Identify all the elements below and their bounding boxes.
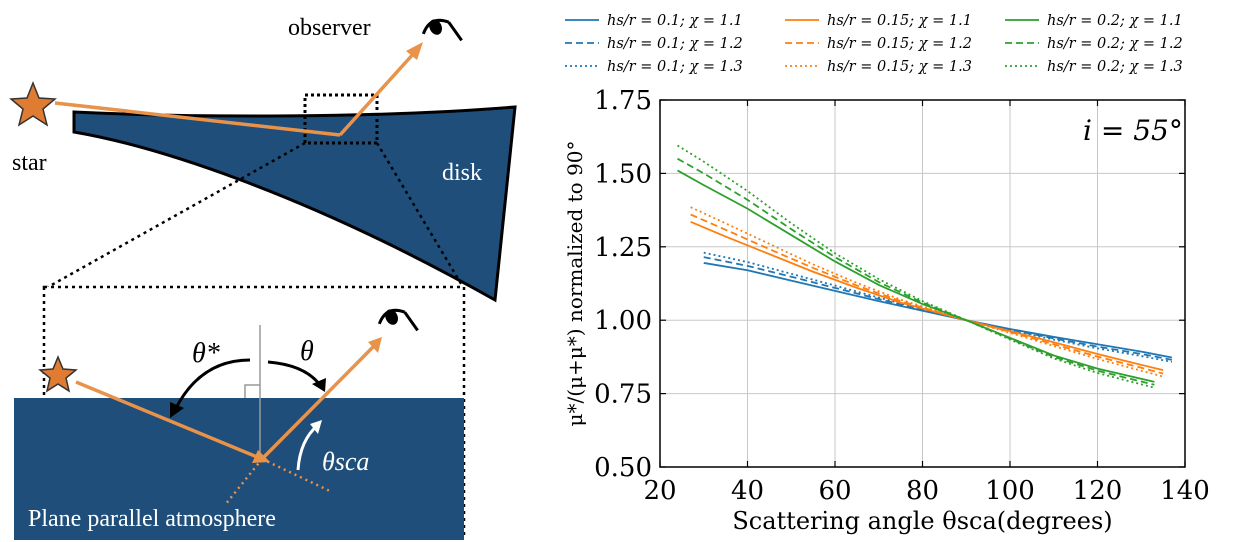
y-tick-label: 0.50 — [594, 453, 652, 483]
series-line — [690, 213, 1164, 375]
observer-label: observer — [288, 15, 371, 41]
star-label: star — [12, 150, 47, 176]
legend-label: hs/r = 0.2; χ = 1.1 — [1047, 13, 1183, 29]
y-tick-label: 0.75 — [594, 380, 652, 410]
x-tick-label: 80 — [906, 476, 939, 506]
star-icon — [9, 80, 57, 127]
incident-arrowhead — [252, 450, 270, 463]
theta-label: θ — [300, 336, 314, 367]
legend-label: hs/r = 0.2; χ = 1.3 — [1047, 59, 1183, 75]
scattered-ray — [260, 343, 377, 461]
chart-legend: hs/r = 0.1; χ = 1.1 hs/r = 0.1; χ = 1.2 hs… — [565, 13, 1183, 75]
y-tick-label: 1.50 — [594, 159, 652, 189]
series-line — [677, 144, 1155, 389]
series-line — [690, 221, 1164, 371]
right-angle-marker — [244, 384, 260, 398]
atmosphere-layer — [14, 398, 464, 540]
forward-extension — [261, 457, 333, 494]
legend-label: hs/r = 0.1; χ = 1.2 — [607, 36, 743, 52]
theta-star-arrowhead — [170, 402, 184, 418]
scattering-geometry-diagram: disk star observer Plane parallel atmosp… — [9, 15, 517, 540]
eye-icon — [421, 18, 463, 42]
y-tick-label: 1.00 — [594, 306, 652, 336]
incident-ray — [75, 380, 263, 461]
x-tick-label: 100 — [985, 476, 1035, 506]
x-tick-label: 20 — [643, 476, 676, 506]
theta-star-label: θ* — [192, 338, 220, 369]
legend-label: hs/r = 0.15; χ = 1.2 — [827, 36, 972, 52]
chart-ticks: 20 40 60 80 100 120 140 0.50 0.75 1.00 1.25 1.50 1.7… — [594, 86, 1210, 506]
y-axis-label: μ*/(μ+μ*) normalized to 90° — [563, 140, 587, 426]
chart-grid — [659, 99, 1186, 468]
normalized-scattering-chart: hs/r = 0.1; χ = 1.1 hs/r = 0.1; χ = 1.2 hs… — [563, 13, 1210, 535]
scattered-arrowhead-top — [406, 42, 423, 60]
theta-arrowhead — [312, 378, 326, 392]
disk-shape — [72, 105, 517, 303]
star-icon — [38, 355, 78, 393]
x-tick-label: 40 — [731, 476, 764, 506]
x-axis-label: Scattering angle θsca(degrees) — [732, 507, 1112, 535]
zoom-box — [303, 93, 379, 145]
inclination-annotation: i = 55° — [1083, 114, 1183, 147]
eye-icon — [377, 308, 419, 332]
backward-extension — [224, 458, 263, 506]
theta-sca-arrowhead — [310, 420, 322, 434]
legend-label: hs/r = 0.2; χ = 1.2 — [1047, 36, 1183, 52]
theta-sca-label: θsca — [322, 447, 369, 476]
atmosphere-label: Plane parallel atmosphere — [28, 506, 276, 532]
disk-label: disk — [442, 160, 482, 186]
x-tick-label: 120 — [1073, 476, 1123, 506]
theta-star-arc — [173, 358, 251, 411]
scattered-arrowhead — [368, 337, 382, 353]
legend-label: hs/r = 0.15; χ = 1.3 — [827, 59, 972, 75]
legend-label: hs/r = 0.15; χ = 1.1 — [827, 13, 972, 29]
y-tick-label: 1.75 — [594, 86, 652, 116]
incident-ray-top — [54, 101, 341, 137]
legend-label: hs/r = 0.1; χ = 1.3 — [607, 59, 743, 75]
x-tick-label: 60 — [818, 476, 851, 506]
y-tick-label: 1.25 — [594, 233, 652, 263]
zoom-line-left — [47, 141, 306, 289]
series-line — [677, 157, 1155, 386]
chart-series — [677, 144, 1173, 389]
x-tick-label: 140 — [1160, 476, 1210, 506]
series-line — [690, 206, 1164, 378]
legend-label: hs/r = 0.1; χ = 1.1 — [607, 13, 743, 29]
scattered-ray-top — [338, 50, 417, 137]
series-line — [677, 169, 1155, 383]
